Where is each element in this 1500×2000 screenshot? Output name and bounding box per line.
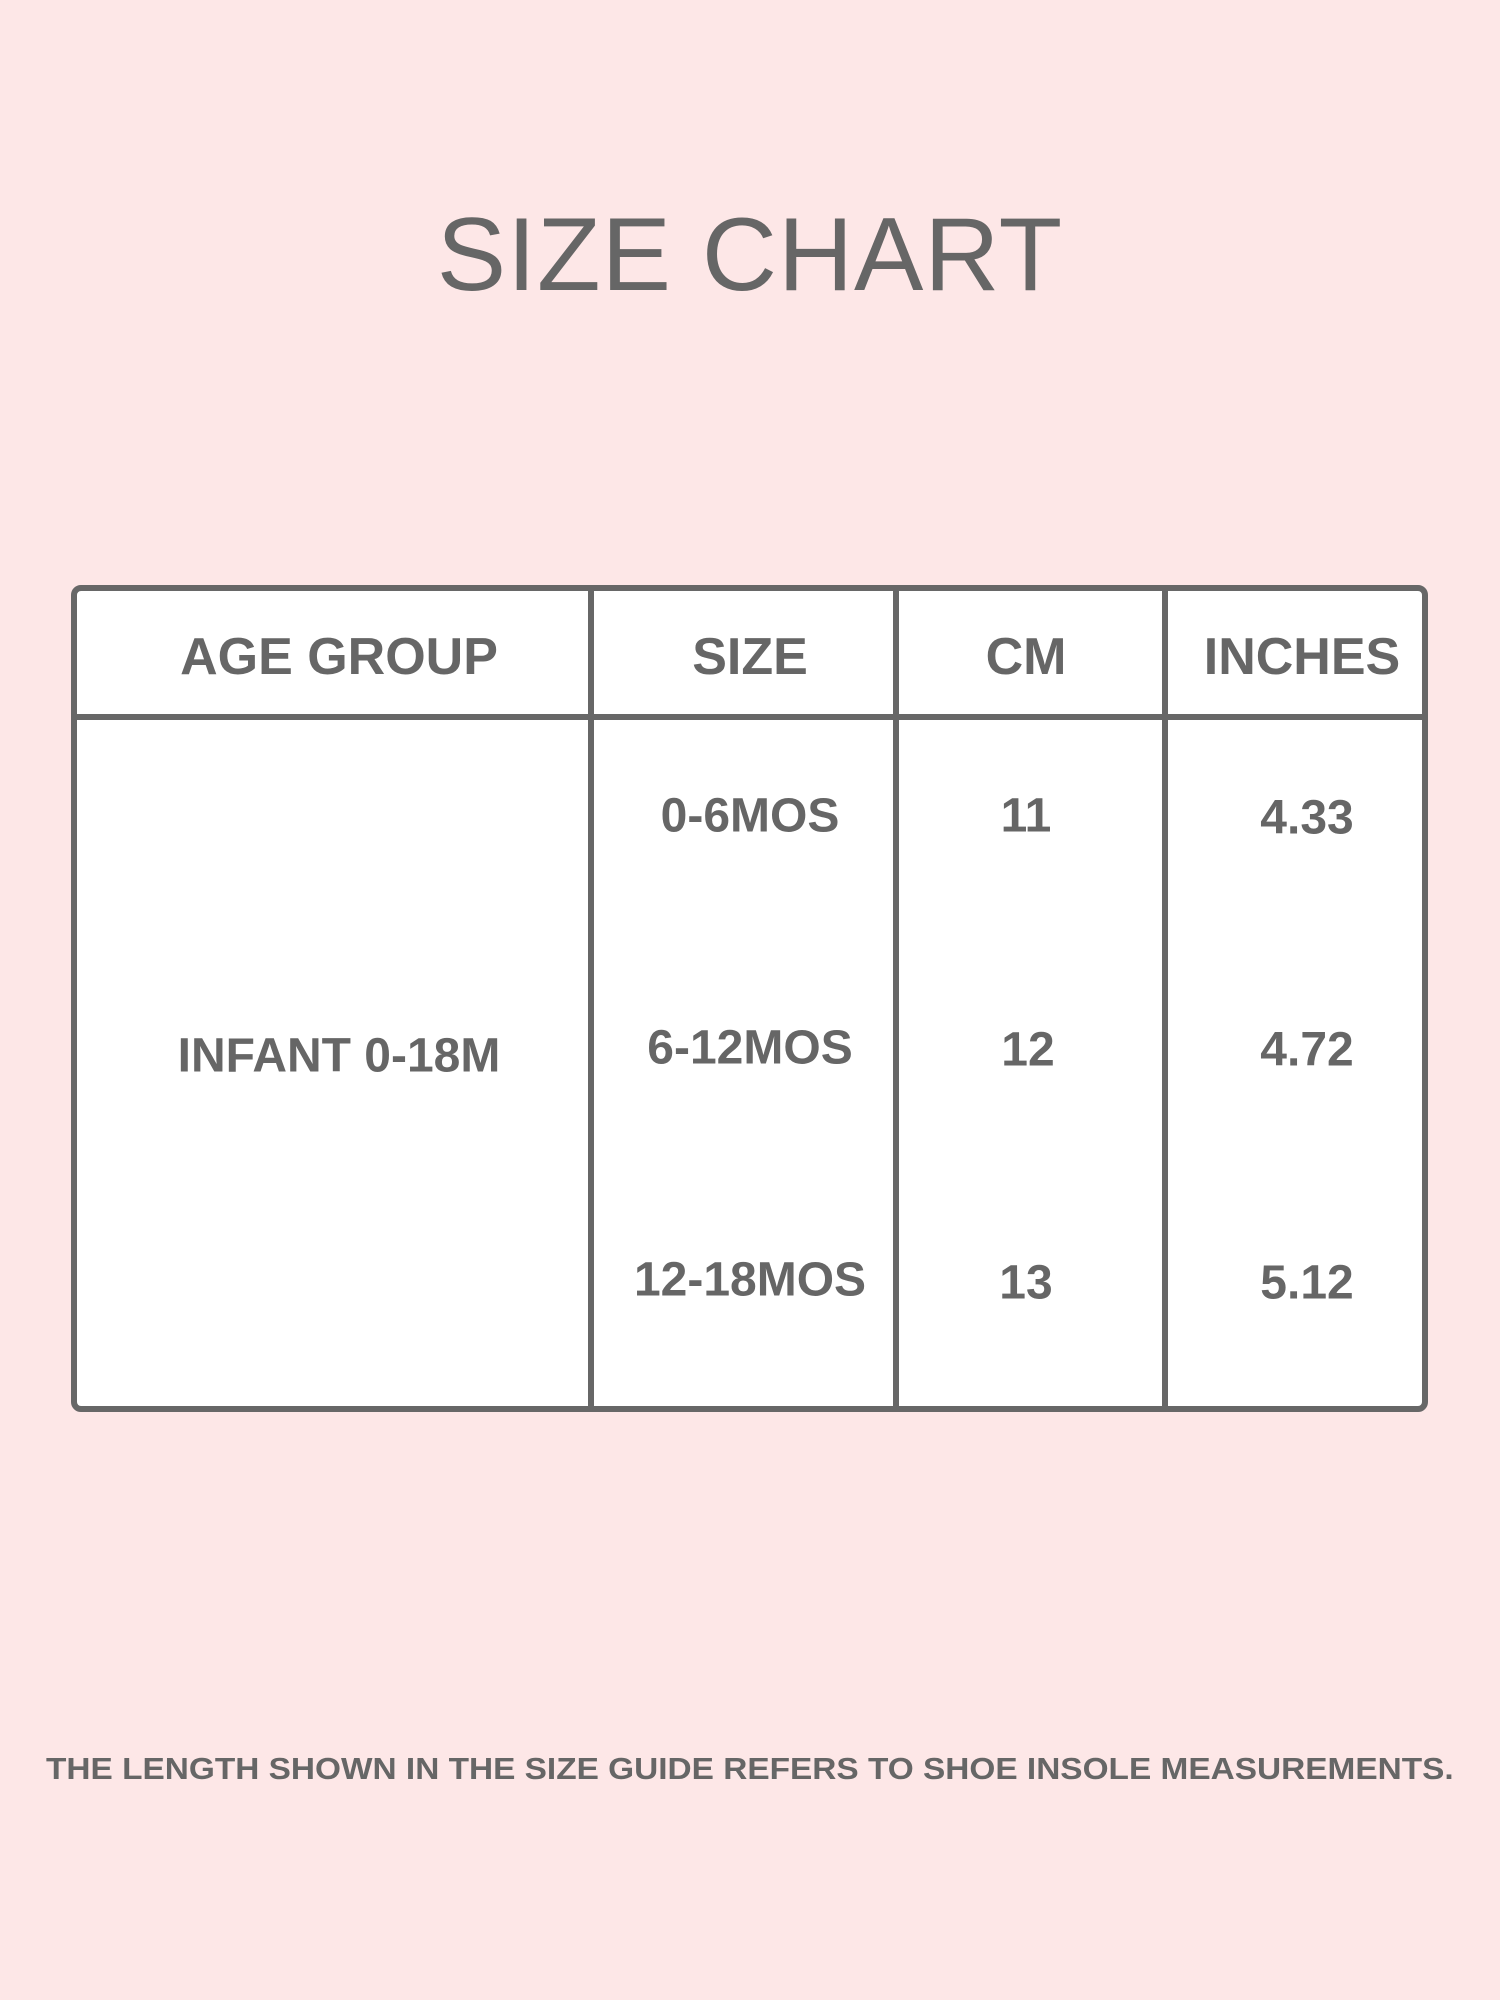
cm-cell: 13 [999,1256,1053,1310]
inches-cell: 4.72 [1260,1023,1354,1077]
inches-cell: 5.12 [1260,1256,1354,1310]
size-cell: 0-6MOS [660,789,840,843]
cm-cell: 11 [1000,789,1052,843]
header-divider [77,714,1422,720]
footer-note: THE LENGTH SHOWN IN THE SIZE GUIDE REFER… [46,1751,1454,1786]
size-chart-table: AGE GROUP SIZE CM INCHES INFANT 0-18M 0-… [71,585,1428,1412]
age-group-cell: INFANT 0-18M [177,1029,501,1083]
cm-cell: 12 [1001,1023,1055,1077]
header-size: SIZE [692,628,808,686]
column-divider [1162,591,1168,1406]
size-cell: 6-12MOS [647,1021,853,1075]
inches-cell: 4.33 [1260,791,1354,845]
header-inches: INCHES [1203,628,1401,686]
page-title: SIZE CHART [436,197,1064,313]
column-divider [588,591,594,1406]
column-divider [893,591,899,1406]
header-age-group: AGE GROUP [180,628,498,686]
header-cm: CM [985,628,1067,686]
size-cell: 12-18MOS [633,1253,867,1307]
